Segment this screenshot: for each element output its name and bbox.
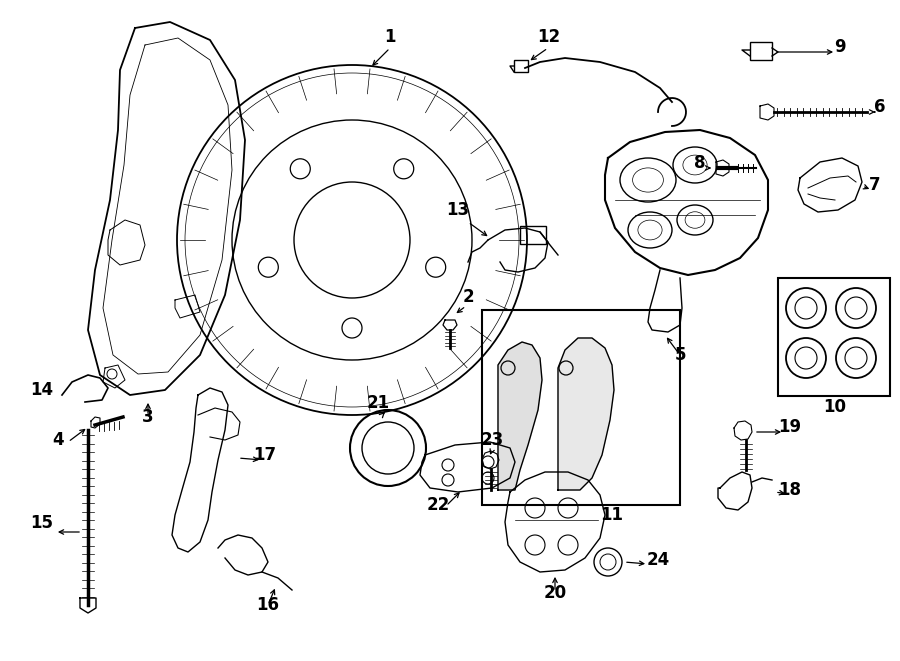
Text: 1: 1 [384, 28, 396, 46]
Text: 14: 14 [31, 381, 54, 399]
Polygon shape [558, 338, 614, 490]
Polygon shape [498, 342, 542, 490]
Text: 24: 24 [646, 551, 670, 569]
Text: 19: 19 [778, 418, 802, 436]
Text: 18: 18 [778, 481, 802, 499]
Text: 16: 16 [256, 596, 280, 614]
Bar [514, 60, 528, 72]
Text: 10: 10 [824, 398, 847, 416]
Text: 4: 4 [52, 431, 64, 449]
Text: 22: 22 [427, 496, 450, 514]
Bar [778, 278, 890, 396]
Text: 15: 15 [31, 514, 53, 532]
Text: 13: 13 [446, 201, 470, 219]
Text: 21: 21 [366, 394, 390, 412]
Bar [482, 310, 680, 505]
Text: 7: 7 [869, 176, 881, 194]
Text: 8: 8 [694, 154, 706, 172]
Text: 6: 6 [874, 98, 886, 116]
Text: 2: 2 [463, 288, 473, 306]
Bar [750, 42, 772, 60]
Text: 20: 20 [544, 584, 567, 602]
Bar [520, 226, 546, 244]
Text: 11: 11 [600, 506, 624, 524]
Text: 12: 12 [537, 28, 561, 46]
Text: 9: 9 [834, 38, 846, 56]
Text: 17: 17 [254, 446, 276, 464]
Text: 5: 5 [674, 346, 686, 364]
Text: 3: 3 [142, 408, 154, 426]
Text: 23: 23 [481, 431, 504, 449]
